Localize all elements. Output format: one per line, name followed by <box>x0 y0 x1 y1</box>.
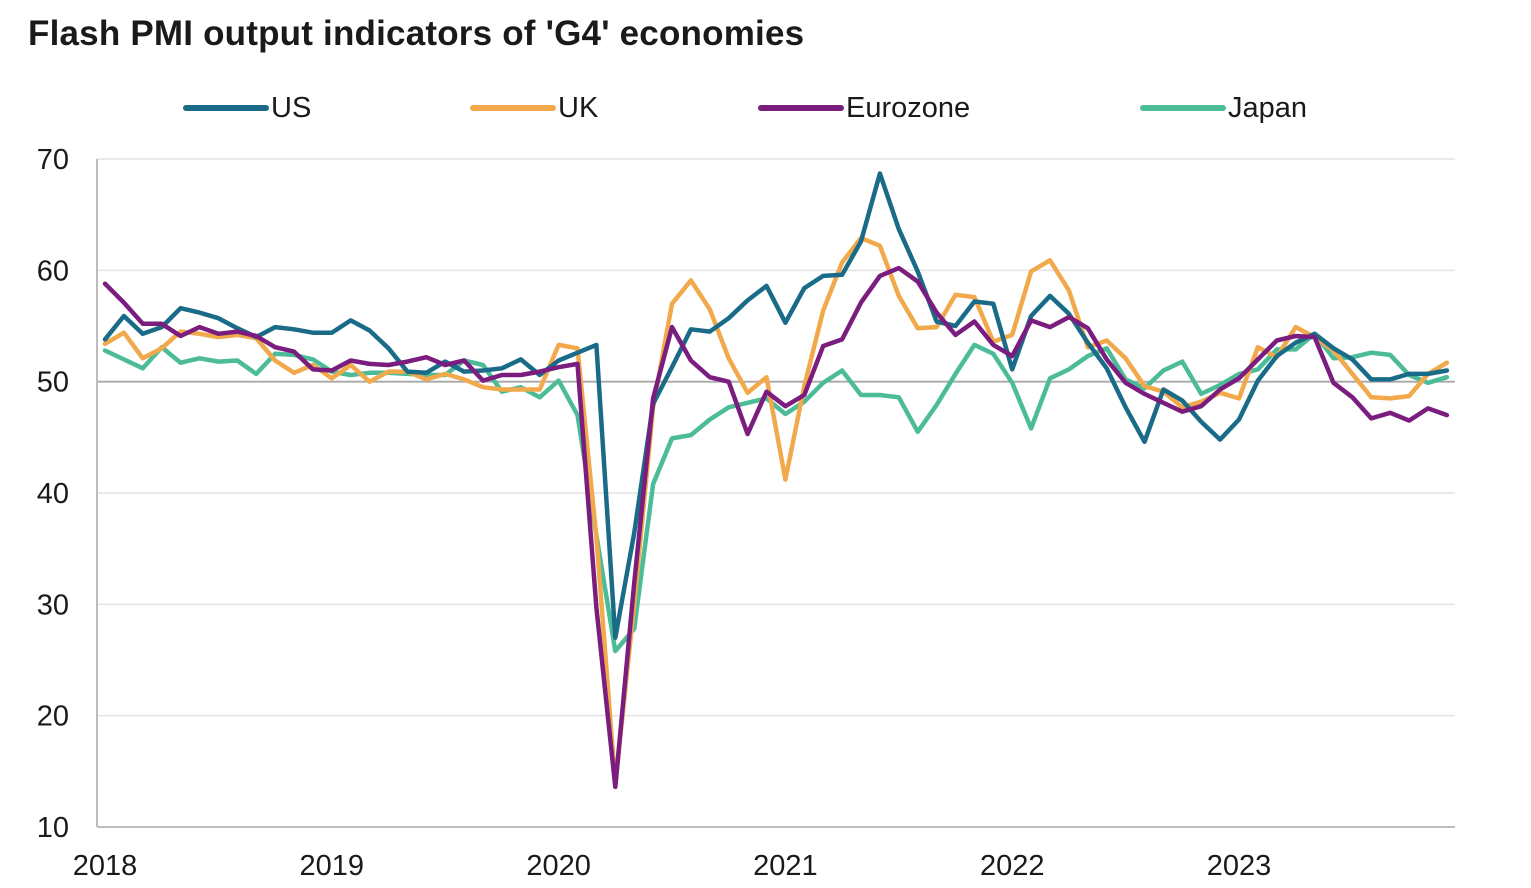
y-tick-label: 70 <box>37 144 69 176</box>
legend-swatch-japan <box>1140 105 1226 111</box>
chart-title: Flash PMI output indicators of 'G4' econ… <box>28 14 805 53</box>
x-tick-label: 2022 <box>980 850 1045 882</box>
legend-item-eurozone: Eurozone <box>758 86 970 130</box>
y-tick-label: 30 <box>37 589 69 621</box>
legend-label-eurozone: Eurozone <box>846 91 971 124</box>
y-tick-label: 20 <box>37 701 69 733</box>
legend-item-japan: Japan <box>1140 86 1307 130</box>
series-line-eurozone <box>102 265 1450 790</box>
y-tick-label: 10 <box>37 812 69 844</box>
y-tick-label: 50 <box>37 367 69 399</box>
legend-swatch-uk <box>470 105 556 111</box>
y-tick-label: 60 <box>37 255 69 287</box>
series-line-us <box>102 171 1450 640</box>
legend-label-uk: UK <box>558 91 599 124</box>
chart-legend: US UK Eurozone Japan <box>0 86 1531 130</box>
series-line-uk <box>102 235 1450 787</box>
x-tick-label: 2020 <box>526 850 591 882</box>
x-tick-label: 2023 <box>1207 850 1272 882</box>
x-tick-label: 2019 <box>300 850 365 882</box>
legend-label-us: US <box>271 91 312 124</box>
legend-item-us: US <box>183 86 311 130</box>
legend-label-japan: Japan <box>1228 91 1308 124</box>
x-tick-label: 2018 <box>73 850 138 882</box>
legend-item-uk: UK <box>470 86 598 130</box>
legend-swatch-eurozone <box>758 105 844 111</box>
legend-swatch-us <box>183 105 269 111</box>
x-tick-label: 2021 <box>753 850 818 882</box>
y-tick-label: 40 <box>37 478 69 510</box>
